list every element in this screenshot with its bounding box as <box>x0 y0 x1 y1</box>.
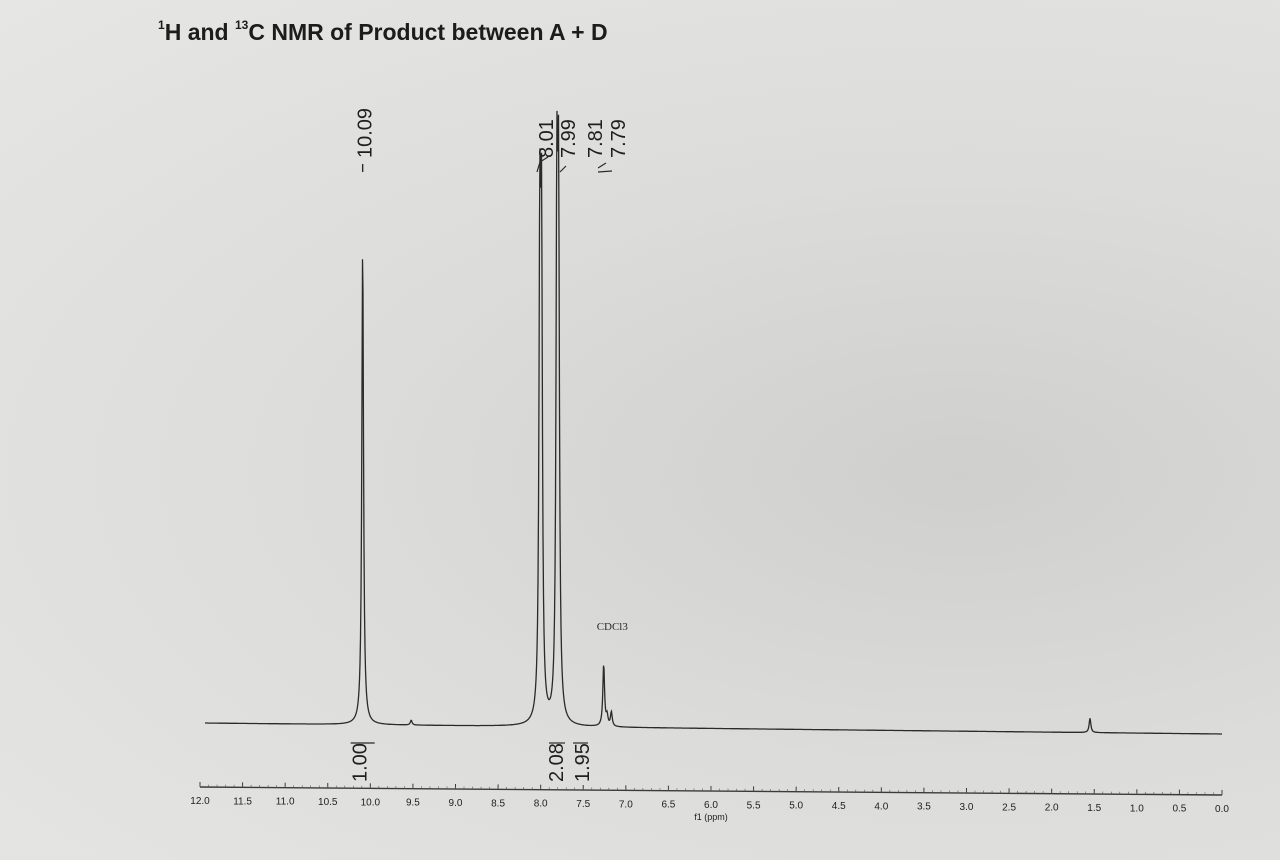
peak-label: 10.09 <box>355 108 377 158</box>
x-tick-label: 11.5 <box>233 796 252 807</box>
peak-label: 8.01 <box>536 119 558 158</box>
integration-label: 1.95 <box>572 743 594 782</box>
spectrum-trace <box>205 110 1222 735</box>
peak-label-leader <box>597 170 613 173</box>
x-tick-label: 10.5 <box>318 797 338 808</box>
peak-label: 7.79 <box>608 119 630 158</box>
x-tick-label: 6.0 <box>704 800 718 811</box>
x-tick-label: 7.0 <box>619 799 633 810</box>
peak-label: 7.81 <box>585 119 607 158</box>
peak-label-leader <box>559 165 567 173</box>
peak-label: 7.99 <box>558 119 580 158</box>
x-tick-label: 6.5 <box>661 800 675 811</box>
x-tick-label: 3.5 <box>917 802 931 813</box>
x-tick-label: 1.0 <box>1130 803 1144 814</box>
solvent-annotation: CDCl3 <box>597 621 629 633</box>
title-text-2: C NMR of Product between A + D <box>248 19 608 45</box>
x-tick-label: 3.0 <box>960 802 974 813</box>
x-tick-label: 11.0 <box>276 797 295 808</box>
title-superscript-1: 1 <box>158 18 165 32</box>
spectrum-line <box>205 110 1222 735</box>
x-tick-label: 12.0 <box>190 796 210 807</box>
title-superscript-13: 13 <box>234 18 249 32</box>
x-tick-label: 8.0 <box>534 799 548 810</box>
x-axis: 12.0 11.5 11.0 10.5 10.0 9.5 9.0 8.5 8.0 7.5 7.0 6.… <box>190 782 1229 822</box>
x-tick-label: 0.5 <box>1172 804 1186 815</box>
integration-label: 2.08 <box>546 743 568 782</box>
x-tick-label: 2.5 <box>1002 802 1016 813</box>
x-tick-label: 4.5 <box>832 801 846 812</box>
page-title: 1H and 13C NMR of Product between A + D <box>158 18 608 46</box>
x-tick-label: 9.0 <box>449 798 463 809</box>
title-text-1: H and <box>164 19 235 45</box>
x-tick-label: 7.5 <box>576 799 590 810</box>
x-tick-label: 5.0 <box>789 801 803 812</box>
peak-label-group: 10.09 8.01 7.99 7.81 7.79 1.00 2.08 1.95 CDCl3 <box>350 108 630 782</box>
x-tick-label: 1.5 <box>1087 803 1101 814</box>
x-tick-label: 10.0 <box>361 797 381 808</box>
integration-label: 1.00 <box>350 743 372 782</box>
x-tick-label: 9.5 <box>406 798 420 809</box>
x-tick-label: 0.0 <box>1215 804 1229 815</box>
x-tick-label: 8.5 <box>491 798 505 809</box>
x-tick-label: 4.0 <box>874 801 888 812</box>
peak-label-leader <box>536 156 549 173</box>
x-axis-label: f1 (ppm) <box>694 812 728 822</box>
peak-label-leader <box>597 162 607 169</box>
x-tick-label: 5.5 <box>747 800 761 811</box>
x-tick-label: 2.0 <box>1045 803 1059 814</box>
